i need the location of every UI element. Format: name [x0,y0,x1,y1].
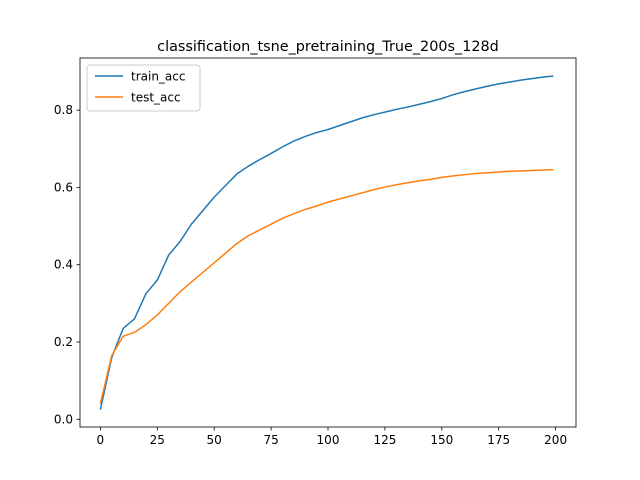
x-tick-label: 100 [317,433,340,447]
plot-area [99,75,554,410]
x-tick-label: 200 [544,433,567,447]
axes: 0 25 50 75 100 125 150 175 200 0.0 0.2 0.4 0.6 0.8 [54,57,577,447]
x-tick-label: 125 [373,433,396,447]
legend-label-train_acc: train_acc [131,70,185,84]
legend-label-test_acc: test_acc [131,91,181,105]
x-tick-label: 75 [263,433,278,447]
legend: train_acc test_acc [86,64,201,112]
x-tick-label: 0 [97,433,105,447]
series-line-train_acc [99,75,554,410]
x-tick-label: 50 [207,433,222,447]
x-tick-label: 150 [430,433,453,447]
x-tick-label: 175 [487,433,510,447]
y-tick-label: 0.4 [54,258,73,272]
y-tick-label: 0.6 [54,180,73,194]
y-tick-label: 0.8 [54,103,73,117]
y-tick-label: 0.0 [54,412,73,426]
series-line-test_acc [99,168,554,404]
y-tick-label: 0.2 [54,335,73,349]
chart-title: classification_tsne_pretraining_True_200… [157,39,499,55]
x-tick-label: 25 [150,433,165,447]
